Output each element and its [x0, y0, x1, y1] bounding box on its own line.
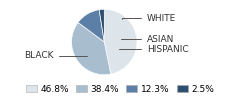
Wedge shape: [72, 22, 111, 75]
Text: WHITE: WHITE: [122, 14, 176, 23]
Text: BLACK: BLACK: [24, 51, 87, 60]
Wedge shape: [99, 9, 104, 42]
Legend: 46.8%, 38.4%, 12.3%, 2.5%: 46.8%, 38.4%, 12.3%, 2.5%: [26, 84, 214, 94]
Text: HISPANIC: HISPANIC: [119, 45, 188, 54]
Wedge shape: [78, 10, 104, 42]
Text: ASIAN: ASIAN: [121, 35, 174, 44]
Wedge shape: [104, 9, 137, 74]
